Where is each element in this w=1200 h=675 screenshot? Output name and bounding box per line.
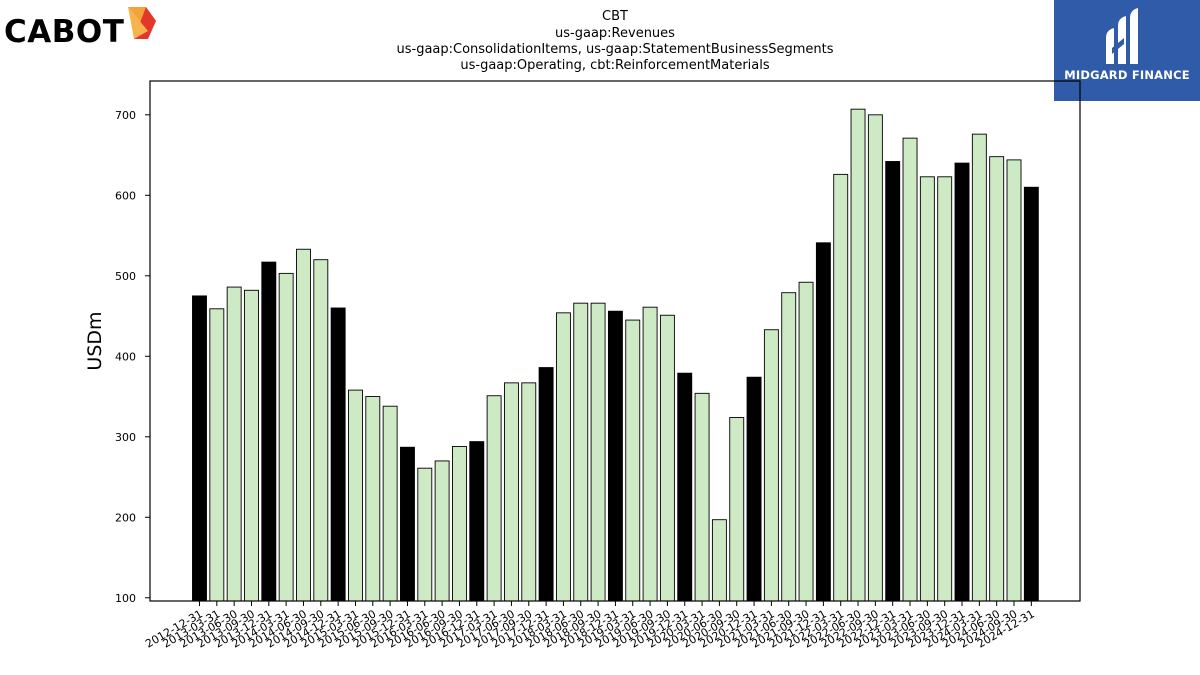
bar-2013-03-31 (209, 308, 225, 602)
bar-2014-06-30 (296, 248, 311, 602)
midgard-finance-mark-icon (1106, 8, 1138, 64)
bar-2016-03-31 (417, 467, 433, 602)
bar-2014-03-31 (278, 272, 294, 602)
bar-2023-09-30 (937, 176, 953, 602)
bar-2013-06-30 (226, 286, 242, 602)
y-tick-label: 200 (115, 511, 136, 524)
midgard-finance-text: MIDGARD FINANCE (1064, 68, 1190, 82)
bar-2012-12-31 (192, 295, 207, 602)
bar-2015-12-31 (400, 446, 415, 602)
bar-2019-06-30 (642, 306, 658, 602)
bar-2013-12-31 (261, 261, 277, 602)
y-tick-label: 300 (115, 431, 136, 444)
bar-2023-06-30 (919, 176, 935, 602)
bar-2019-09-30 (659, 314, 675, 602)
bar-2019-12-31 (677, 372, 693, 602)
bar-2017-12-31 (538, 367, 554, 602)
bar-2016-09-30 (452, 446, 467, 602)
bar-2024-06-30 (989, 156, 1005, 602)
y-axis-label: USDm (84, 311, 106, 370)
bar-2017-03-31 (486, 395, 502, 602)
y-tick-label: 500 (115, 270, 136, 283)
bar-2021-03-31 (763, 329, 779, 602)
chart-title: CBT us-gaap:Revenues us-gaap:Consolidati… (396, 9, 833, 73)
cabot-logo-mark-icon (128, 7, 156, 39)
y-tick-label: 700 (115, 109, 136, 122)
bar-2017-09-30 (521, 382, 537, 602)
y-tick-label: 100 (115, 592, 136, 605)
bar-2018-06-30 (573, 302, 589, 602)
bar-2021-09-30 (798, 281, 814, 602)
bar-2022-09-30 (867, 114, 883, 602)
chart-title-line-3: us-gaap:ConsolidationItems, us-gaap:Stat… (396, 42, 833, 57)
bar-2018-03-31 (555, 312, 571, 602)
chart-title-line-2: us-gaap:Revenues (555, 26, 675, 41)
bar-2016-06-30 (434, 460, 450, 602)
cabot-logo: CABOT (4, 4, 164, 52)
bar-2020-06-30 (711, 519, 727, 602)
bar-2015-03-31 (348, 389, 363, 602)
bar-2020-09-30 (729, 417, 745, 602)
bar-2021-12-31 (815, 242, 831, 602)
x-axis-ticks: 2012-12-312013-03-312013-06-302013-09-30… (143, 601, 1037, 651)
chart-title-line-1: CBT (602, 9, 628, 24)
plot-frame (149, 80, 1081, 602)
bar-2022-03-31 (833, 173, 849, 602)
bar-2014-12-31 (330, 307, 346, 602)
bar-2016-12-31 (469, 441, 485, 602)
bar-2022-12-31 (885, 161, 901, 602)
bar-2024-03-31 (971, 133, 987, 602)
bar-series (192, 108, 1039, 602)
y-tick-label: 400 (115, 350, 136, 363)
bar-2015-09-30 (382, 405, 398, 602)
chart-title-line-4: us-gaap:Operating, cbt:ReinforcementMate… (460, 58, 769, 73)
bar-2024-09-30 (1006, 159, 1022, 602)
bar-2019-03-31 (625, 319, 641, 602)
bar-2017-06-30 (503, 382, 519, 602)
bar-2014-09-30 (313, 259, 329, 602)
bar-2018-12-31 (607, 310, 623, 602)
bar-2022-06-30 (850, 108, 866, 602)
y-tick-label: 600 (115, 189, 136, 202)
bar-2021-06-30 (781, 292, 797, 602)
bar-2023-12-31 (954, 162, 970, 602)
bar-2024-12-31 (1023, 186, 1039, 602)
bar-2020-03-31 (694, 392, 710, 602)
midgard-finance-logo: MIDGARD FINANCE (1054, 0, 1200, 101)
bar-2013-09-30 (244, 289, 259, 602)
bar-2020-12-31 (746, 376, 762, 602)
cabot-logo-text: CABOT (4, 14, 125, 50)
bar-2018-09-30 (590, 302, 606, 602)
bar-2015-06-30 (365, 396, 381, 602)
y-axis-ticks: 100 200 300 400 500 600 700 (115, 109, 150, 605)
bar-2023-03-31 (902, 137, 918, 602)
